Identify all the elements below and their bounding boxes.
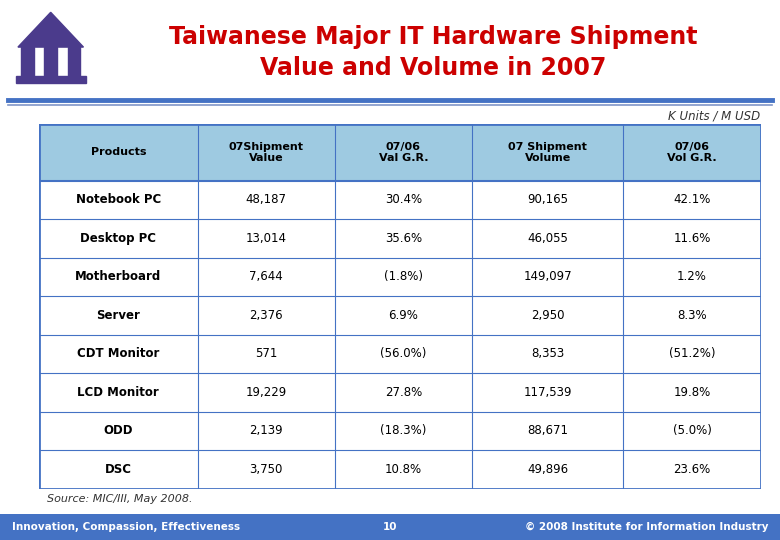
Text: 3,750: 3,750 [250,463,283,476]
Text: Innovation, Compassion, Effectiveness: Innovation, Compassion, Effectiveness [12,522,239,532]
Bar [44,47,57,80]
Text: Server: Server [97,309,140,322]
Text: (51.2%): (51.2%) [668,347,715,360]
Text: 19.8%: 19.8% [673,386,711,399]
Bar [39,450,760,489]
Bar [39,296,760,335]
Bar [39,335,760,373]
Text: 48,187: 48,187 [246,193,287,206]
Text: 07 Shipment
Volume: 07 Shipment Volume [509,141,587,163]
Text: K Units / M USD: K Units / M USD [668,110,760,123]
Text: 23.6%: 23.6% [673,463,711,476]
Text: (56.0%): (56.0%) [380,347,427,360]
Text: 11.6%: 11.6% [673,232,711,245]
Text: Desktop PC: Desktop PC [80,232,156,245]
Text: Notebook PC: Notebook PC [76,193,161,206]
Text: Source: MIC/III, May 2008.: Source: MIC/III, May 2008. [47,495,193,504]
Text: (1.8%): (1.8%) [384,271,423,284]
Bar [39,219,760,258]
Text: © 2008 Institute for Information Industry: © 2008 Institute for Information Industr… [525,522,768,532]
Text: LCD Monitor: LCD Monitor [77,386,159,399]
Text: 46,055: 46,055 [527,232,568,245]
Text: 49,896: 49,896 [527,463,568,476]
Text: 149,097: 149,097 [523,271,572,284]
Polygon shape [18,12,83,47]
Text: 8,353: 8,353 [531,347,564,360]
Text: Taiwanese Major IT Hardware Shipment
Value and Volume in 2007: Taiwanese Major IT Hardware Shipment Val… [168,25,697,79]
Text: 10.8%: 10.8% [385,463,422,476]
Bar [68,47,80,80]
Text: Products: Products [90,147,146,158]
Text: 27.8%: 27.8% [385,386,422,399]
Text: 13,014: 13,014 [246,232,287,245]
Text: 10: 10 [383,522,397,532]
Bar [39,373,760,411]
Bar [39,124,760,181]
Bar [39,181,760,219]
Text: 6.9%: 6.9% [388,309,418,322]
Text: (5.0%): (5.0%) [672,424,711,437]
Text: (18.3%): (18.3%) [380,424,427,437]
Text: CDT Monitor: CDT Monitor [77,347,160,360]
Text: 30.4%: 30.4% [385,193,422,206]
Text: 42.1%: 42.1% [673,193,711,206]
Text: 2,376: 2,376 [250,309,283,322]
Text: 07/06
Val G.R.: 07/06 Val G.R. [378,141,428,163]
Text: 19,229: 19,229 [246,386,287,399]
Text: 90,165: 90,165 [527,193,568,206]
Text: 117,539: 117,539 [523,386,572,399]
Text: 1.2%: 1.2% [677,271,707,284]
Text: Motherboard: Motherboard [75,271,161,284]
Text: 2,950: 2,950 [531,309,565,322]
Text: DSC: DSC [105,463,132,476]
Text: 7,644: 7,644 [250,271,283,284]
Text: 88,671: 88,671 [527,424,568,437]
Text: ODD: ODD [104,424,133,437]
Bar [16,76,86,83]
Text: 07Shipment
Value: 07Shipment Value [229,141,303,163]
Bar [39,411,760,450]
Bar [0,514,780,540]
Bar [21,47,34,80]
Text: 571: 571 [255,347,278,360]
Text: 2,139: 2,139 [250,424,283,437]
Text: 35.6%: 35.6% [385,232,422,245]
Bar [39,258,760,296]
Text: 07/06
Vol G.R.: 07/06 Vol G.R. [667,141,717,163]
Text: 8.3%: 8.3% [677,309,707,322]
